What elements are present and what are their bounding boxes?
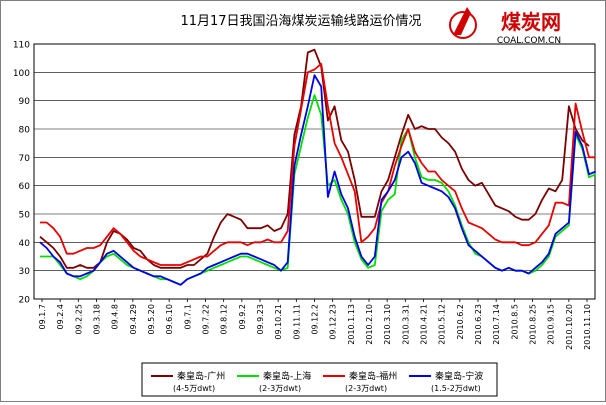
x-tick-label: 2010.10.20 bbox=[565, 304, 574, 350]
x-tick-label: 2010.1.13 bbox=[347, 304, 356, 345]
x-tick-label: 09.10.21 bbox=[274, 304, 283, 340]
x-tick-label: 2010.5.12 bbox=[438, 304, 447, 345]
x-tick-label: 2010.4.21 bbox=[420, 304, 429, 345]
y-tick-label: 30 bbox=[19, 267, 31, 277]
series-line-4 bbox=[39, 74, 597, 286]
x-tick-label: 09.1.7 bbox=[38, 304, 47, 329]
x-tick-label: 09.12.23 bbox=[329, 304, 338, 340]
y-tick-label: 40 bbox=[19, 239, 31, 249]
legend: 秦皇岛-广州 (4-5万dwt) 秦皇岛-上海 (2-3万dwt) 秦皇岛-福州 (2-3… bbox=[141, 362, 498, 397]
y-tick-label: 110 bbox=[13, 41, 30, 51]
y-tick-label: 90 bbox=[19, 97, 31, 107]
x-tick-label: 09.11.11 bbox=[292, 304, 301, 340]
y-tick-label: 20 bbox=[19, 296, 31, 306]
y-tick-label: 70 bbox=[19, 154, 31, 164]
x-tick-label: 09.5.20 bbox=[147, 304, 156, 335]
x-tick-label: 09.6.10 bbox=[165, 304, 174, 335]
x-tick-label: 09.4.8 bbox=[111, 304, 120, 329]
y-tick-label: 80 bbox=[19, 126, 31, 136]
legend-sublabel: (2-3万dwt) bbox=[345, 384, 387, 393]
x-tick-label: 09.9.2 bbox=[238, 304, 247, 329]
x-tick-label: 09.8.12 bbox=[220, 304, 229, 335]
x-tick-label: 2010.6.23 bbox=[474, 304, 483, 345]
x-tick-label: 2010.9.15 bbox=[547, 304, 556, 345]
series-line-1 bbox=[39, 48, 590, 269]
legend-label: 秦皇岛-广州 bbox=[177, 370, 225, 382]
x-tick-label: 09.12.2 bbox=[311, 304, 320, 335]
logo: 煤炭网 COAL.COM.CN bbox=[449, 7, 561, 46]
x-tick-label: 09.2.4 bbox=[56, 304, 65, 329]
legend-sublabel: (4-5万dwt) bbox=[173, 384, 215, 393]
legend-label: 秦皇岛-上海 bbox=[263, 370, 311, 382]
x-tick-label: 2010.8.25 bbox=[529, 304, 538, 345]
x-tick-label: 2010.3.10 bbox=[383, 304, 392, 345]
x-tick-label: 09.7.1 bbox=[183, 304, 192, 329]
x-tick-label: 09.4.29 bbox=[129, 304, 138, 335]
chart-title: 11月17日我国沿海煤炭运输线路运价情况 bbox=[180, 13, 421, 29]
legend-sublabel: (2-3万dwt) bbox=[259, 384, 301, 393]
series-line-3 bbox=[40, 62, 596, 266]
x-tick-label: 2010.7.14 bbox=[492, 304, 501, 345]
legend-box bbox=[141, 362, 498, 397]
legend-label: 秦皇岛-福州 bbox=[349, 370, 397, 382]
logo-mark-icon bbox=[453, 7, 471, 35]
x-tick-label: 2010.8.5 bbox=[510, 304, 519, 340]
x-tick-label: 09.9.23 bbox=[256, 304, 265, 335]
x-tick-label: 2010.2.10 bbox=[365, 304, 374, 345]
logo-brand: 煤炭网 bbox=[501, 10, 561, 34]
x-tick-label: 09.7.22 bbox=[202, 304, 211, 335]
y-tick-label: 60 bbox=[19, 182, 31, 192]
logo-swoosh-icon bbox=[449, 11, 477, 39]
y-tick-label: 50 bbox=[19, 211, 31, 221]
x-tick-label: 2010.6.2 bbox=[456, 304, 465, 340]
legend-sublabel: (1.5-2万dwt) bbox=[431, 384, 481, 393]
x-tick-label: 09.2.25 bbox=[74, 304, 83, 335]
y-axis: 20 30 40 50 60 70 80 90 100 110 bbox=[13, 41, 30, 306]
x-axis: 09.1.7 09.2.4 09.2.25 09.3.18 09.4.8 09.4.29 0… bbox=[38, 299, 592, 350]
legend-label: 秦皇岛-宁波 bbox=[435, 370, 483, 382]
logo-url: COAL.COM.CN bbox=[497, 36, 561, 46]
x-tick-label: 09.3.18 bbox=[93, 304, 102, 335]
x-tick-label: 2010.3.31 bbox=[401, 304, 410, 345]
y-tick-label: 100 bbox=[13, 69, 30, 79]
series-lines bbox=[39, 48, 597, 286]
x-tick-label: 2010.11.10 bbox=[583, 304, 592, 350]
